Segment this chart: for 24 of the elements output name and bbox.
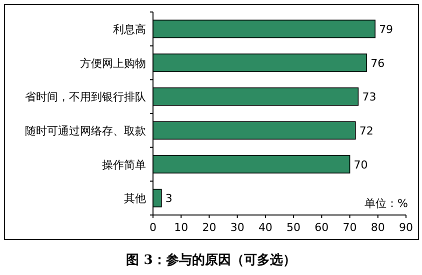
y-tick-label: 方便网上购物	[80, 56, 146, 70]
x-tick-label: 20	[202, 221, 216, 234]
y-tick-label: 利息高	[113, 22, 146, 36]
data-label: 72	[359, 124, 374, 138]
x-tick-label: 90	[399, 221, 413, 234]
x-tick-label: 0	[150, 221, 156, 234]
x-tick-label: 50	[286, 221, 301, 234]
y-tick-label: 随时可通过网络存、取款	[25, 124, 146, 138]
y-tick-label: 操作简单	[102, 158, 146, 172]
data-label: 73	[362, 90, 376, 104]
data-label: 79	[379, 22, 394, 36]
y-tick-label: 省时间，不用到银行排队	[25, 90, 146, 104]
data-label: 76	[370, 56, 385, 70]
annotation: 单位：%	[364, 197, 408, 210]
x-tick-label: 70	[342, 221, 357, 234]
y-tick-label: 其他	[124, 192, 146, 206]
x-tick-label: 80	[370, 221, 385, 234]
data-label: 70	[354, 158, 368, 172]
x-tick-label: 40	[258, 221, 272, 234]
text: 图 3：参与的原因（可多选）	[126, 252, 296, 268]
data-label: 3	[165, 192, 172, 206]
x-tick-label: 10	[174, 221, 188, 234]
x-tick-label: 30	[230, 221, 244, 234]
x-tick-label: 60	[314, 221, 329, 234]
